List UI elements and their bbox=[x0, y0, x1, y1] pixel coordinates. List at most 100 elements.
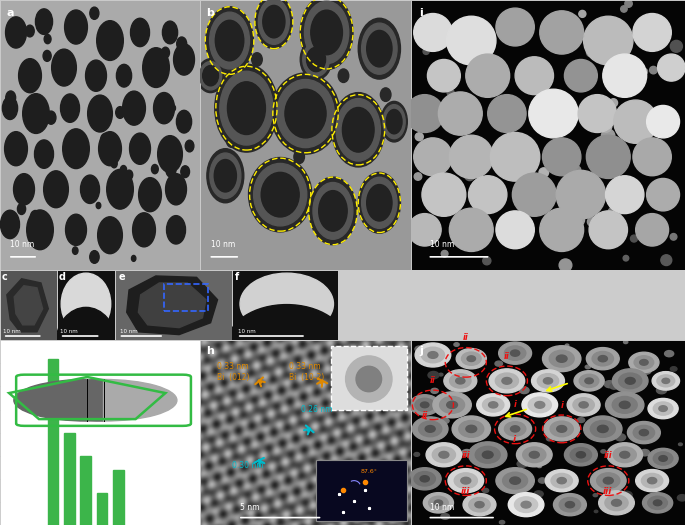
Ellipse shape bbox=[415, 346, 424, 352]
Text: 10 nm: 10 nm bbox=[430, 240, 454, 249]
Text: 10 nm: 10 nm bbox=[210, 240, 235, 249]
Ellipse shape bbox=[467, 356, 475, 362]
Ellipse shape bbox=[381, 101, 408, 142]
Ellipse shape bbox=[499, 342, 532, 364]
Ellipse shape bbox=[90, 250, 99, 264]
Text: d: d bbox=[59, 272, 66, 282]
Ellipse shape bbox=[527, 69, 541, 82]
Ellipse shape bbox=[648, 448, 678, 469]
Ellipse shape bbox=[496, 8, 534, 46]
Ellipse shape bbox=[215, 64, 278, 152]
Ellipse shape bbox=[547, 436, 553, 441]
Ellipse shape bbox=[618, 188, 632, 201]
Ellipse shape bbox=[597, 473, 620, 488]
Ellipse shape bbox=[142, 232, 149, 240]
Ellipse shape bbox=[445, 98, 475, 129]
Ellipse shape bbox=[489, 369, 525, 393]
Ellipse shape bbox=[609, 99, 618, 107]
Ellipse shape bbox=[61, 273, 111, 334]
Ellipse shape bbox=[44, 171, 68, 208]
Ellipse shape bbox=[366, 184, 392, 221]
Ellipse shape bbox=[210, 153, 241, 198]
Ellipse shape bbox=[524, 463, 527, 465]
Ellipse shape bbox=[444, 370, 477, 392]
Ellipse shape bbox=[406, 94, 444, 132]
Ellipse shape bbox=[599, 421, 605, 425]
Ellipse shape bbox=[414, 173, 422, 180]
Ellipse shape bbox=[454, 24, 488, 58]
Ellipse shape bbox=[1, 210, 19, 238]
Ellipse shape bbox=[573, 397, 595, 412]
Ellipse shape bbox=[612, 499, 621, 506]
Ellipse shape bbox=[481, 188, 495, 201]
Ellipse shape bbox=[73, 247, 78, 254]
Ellipse shape bbox=[530, 508, 536, 512]
Ellipse shape bbox=[96, 203, 101, 208]
Ellipse shape bbox=[595, 217, 622, 243]
Ellipse shape bbox=[629, 352, 659, 373]
Ellipse shape bbox=[358, 18, 401, 79]
Ellipse shape bbox=[580, 374, 599, 387]
Text: e: e bbox=[119, 272, 125, 282]
Ellipse shape bbox=[523, 447, 546, 463]
Ellipse shape bbox=[550, 421, 573, 437]
Ellipse shape bbox=[113, 182, 123, 195]
Text: 0.33 nm: 0.33 nm bbox=[288, 362, 321, 371]
Ellipse shape bbox=[633, 425, 655, 440]
Ellipse shape bbox=[332, 92, 385, 167]
Ellipse shape bbox=[499, 520, 505, 524]
Ellipse shape bbox=[677, 495, 685, 501]
Ellipse shape bbox=[589, 211, 627, 249]
Ellipse shape bbox=[585, 378, 593, 384]
Ellipse shape bbox=[556, 355, 567, 362]
Ellipse shape bbox=[658, 116, 669, 128]
Ellipse shape bbox=[125, 170, 133, 180]
Ellipse shape bbox=[512, 173, 556, 216]
Ellipse shape bbox=[640, 449, 649, 456]
Ellipse shape bbox=[659, 406, 667, 412]
Ellipse shape bbox=[585, 365, 590, 369]
Text: 0.33 nm: 0.33 nm bbox=[217, 362, 249, 371]
Ellipse shape bbox=[640, 360, 648, 365]
Ellipse shape bbox=[447, 89, 454, 96]
Ellipse shape bbox=[408, 214, 441, 246]
Ellipse shape bbox=[496, 395, 502, 400]
Ellipse shape bbox=[528, 397, 551, 413]
Ellipse shape bbox=[428, 372, 439, 379]
Ellipse shape bbox=[319, 191, 347, 231]
Ellipse shape bbox=[653, 452, 673, 465]
Ellipse shape bbox=[410, 395, 440, 415]
Ellipse shape bbox=[443, 24, 449, 31]
Text: f: f bbox=[235, 272, 239, 282]
Ellipse shape bbox=[564, 143, 574, 152]
Ellipse shape bbox=[638, 143, 666, 170]
Ellipse shape bbox=[181, 166, 190, 177]
FancyBboxPatch shape bbox=[316, 460, 407, 521]
Ellipse shape bbox=[5, 132, 27, 166]
Ellipse shape bbox=[504, 422, 526, 436]
Ellipse shape bbox=[271, 73, 340, 154]
Ellipse shape bbox=[46, 111, 56, 124]
Ellipse shape bbox=[633, 14, 671, 51]
Ellipse shape bbox=[131, 18, 149, 47]
Ellipse shape bbox=[449, 135, 493, 179]
Ellipse shape bbox=[614, 378, 621, 383]
Ellipse shape bbox=[501, 14, 529, 40]
Ellipse shape bbox=[414, 138, 452, 176]
Wedge shape bbox=[227, 304, 346, 344]
Ellipse shape bbox=[515, 57, 553, 94]
Ellipse shape bbox=[482, 397, 504, 412]
Ellipse shape bbox=[425, 426, 435, 432]
Ellipse shape bbox=[463, 494, 496, 516]
Ellipse shape bbox=[586, 348, 619, 370]
Ellipse shape bbox=[601, 129, 614, 142]
Ellipse shape bbox=[606, 392, 644, 418]
Ellipse shape bbox=[570, 448, 592, 462]
Ellipse shape bbox=[418, 107, 432, 120]
Polygon shape bbox=[127, 276, 218, 334]
Ellipse shape bbox=[313, 183, 353, 239]
Ellipse shape bbox=[543, 138, 581, 176]
Ellipse shape bbox=[421, 347, 445, 363]
Ellipse shape bbox=[440, 396, 464, 413]
Ellipse shape bbox=[506, 148, 524, 165]
